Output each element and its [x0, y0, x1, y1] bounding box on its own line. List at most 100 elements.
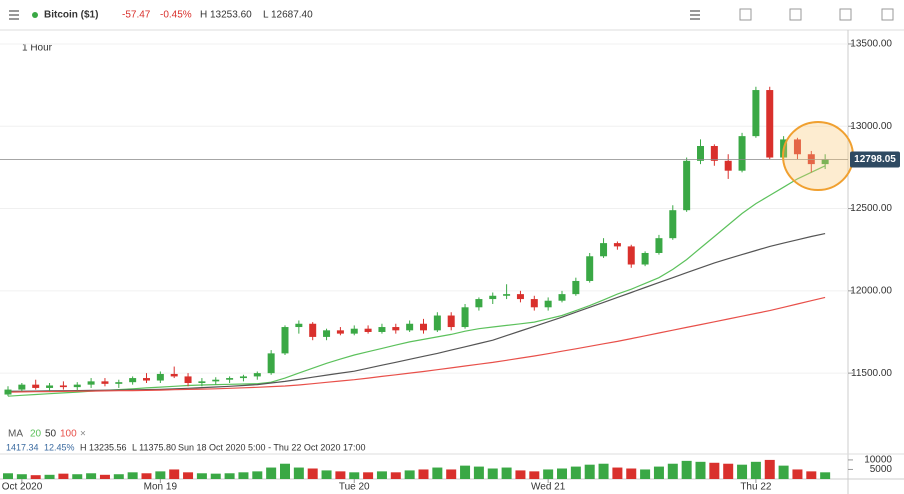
volume-bar [86, 473, 97, 479]
candle-body [461, 307, 469, 328]
stat-high: H 13235.56 [80, 442, 127, 452]
last-price-tag [850, 151, 900, 168]
candle-body [586, 256, 594, 281]
candle-body [420, 323, 427, 331]
candle-body [73, 384, 81, 388]
volume-bar [640, 469, 651, 479]
volume-bar [404, 470, 415, 479]
stat-change: 1417.34 [6, 442, 39, 452]
candle-body [226, 378, 234, 380]
volume-bar [127, 472, 138, 479]
volume-bar [99, 474, 110, 479]
candle-body [267, 353, 275, 374]
candle-body [101, 381, 109, 384]
interval-label: 1 Hour [22, 43, 53, 54]
candle-body [600, 243, 608, 257]
volume-bar [363, 472, 374, 479]
candle-body [4, 389, 12, 395]
volume-bar [723, 463, 734, 479]
moving-average [8, 233, 826, 392]
volume-bar [321, 470, 332, 479]
candle-body [336, 330, 344, 334]
volume-bar [238, 472, 249, 479]
volume-bar [44, 474, 55, 479]
volume-bar [183, 472, 194, 479]
ma-legend: 100 [60, 429, 77, 440]
candle-body [572, 280, 580, 295]
candle-body [475, 299, 483, 308]
candle-body [18, 384, 26, 390]
volume-bar [681, 460, 692, 479]
volume-bar [3, 473, 13, 479]
candle-body [156, 373, 164, 381]
candle-body [378, 327, 386, 332]
candle-body [32, 384, 40, 388]
y-tick-label: 11500.00 [851, 368, 892, 379]
volume-bar [58, 473, 69, 479]
volume-bar [16, 474, 27, 479]
toolbar-icons[interactable] [9, 8, 894, 21]
volume-bar [266, 467, 277, 479]
stat-range: Sun 18 Oct 2020 5:00 - Thu 22 Oct 2020 1… [178, 442, 365, 452]
volume-bar [515, 470, 526, 479]
header-bar [0, 0, 904, 30]
candle-body [766, 90, 774, 158]
volume-bar [557, 468, 567, 479]
candle-body [544, 300, 552, 308]
candle-body [170, 373, 178, 377]
candle-body [447, 315, 455, 328]
candle-body [697, 146, 704, 161]
candle-body [433, 315, 441, 331]
volume-bar [224, 473, 235, 479]
instrument-name: Bitcoin ($1) [44, 10, 98, 21]
volume-bar [418, 469, 429, 479]
candle-body [323, 330, 331, 337]
ma-close[interactable]: × [80, 429, 86, 440]
volume-bar [612, 467, 623, 479]
candle-body [350, 328, 358, 334]
volume-bar [792, 469, 803, 479]
volume-bar [460, 465, 471, 479]
high: H 13253.60 [200, 10, 252, 21]
volume-bar [626, 468, 637, 479]
volume-bar [764, 459, 775, 479]
status-dot [32, 12, 38, 18]
ma-legend: 20 [30, 429, 42, 440]
candle-body [683, 160, 691, 211]
candle-body [613, 243, 621, 247]
volume-bar [446, 469, 457, 479]
highlight-circle [782, 121, 854, 191]
x-tick-label: Mon 19 [144, 482, 178, 493]
stat-low: L 11375.80 [132, 442, 176, 452]
candle-body [641, 252, 649, 265]
volume-bar [695, 461, 706, 479]
volume-bar [750, 461, 761, 479]
candle-body [392, 327, 400, 331]
volume-bar [653, 466, 664, 479]
ma-legend: 50 [45, 429, 57, 440]
volume-bar [376, 471, 387, 479]
volume-bar [113, 474, 124, 479]
volume-bar [72, 474, 83, 479]
candle-body [364, 328, 372, 332]
candle-body [503, 294, 511, 296]
volume-bar [432, 467, 443, 479]
volume-bar [349, 472, 360, 479]
volume-bar [210, 473, 221, 479]
volume-bar [598, 463, 609, 479]
candle-body [143, 378, 150, 381]
volume-bar [501, 467, 512, 479]
candle-body [710, 146, 718, 161]
candle-body [724, 160, 732, 171]
volume-bar [473, 466, 484, 479]
y-tick-label: 13000.00 [850, 121, 892, 132]
candle-body [59, 385, 67, 388]
candle-body [129, 378, 137, 383]
candle-body [655, 238, 663, 253]
volume-bar [155, 471, 166, 479]
volume-bar [390, 472, 401, 479]
low: L 12687.40 [263, 10, 313, 21]
candle-body [793, 139, 801, 155]
